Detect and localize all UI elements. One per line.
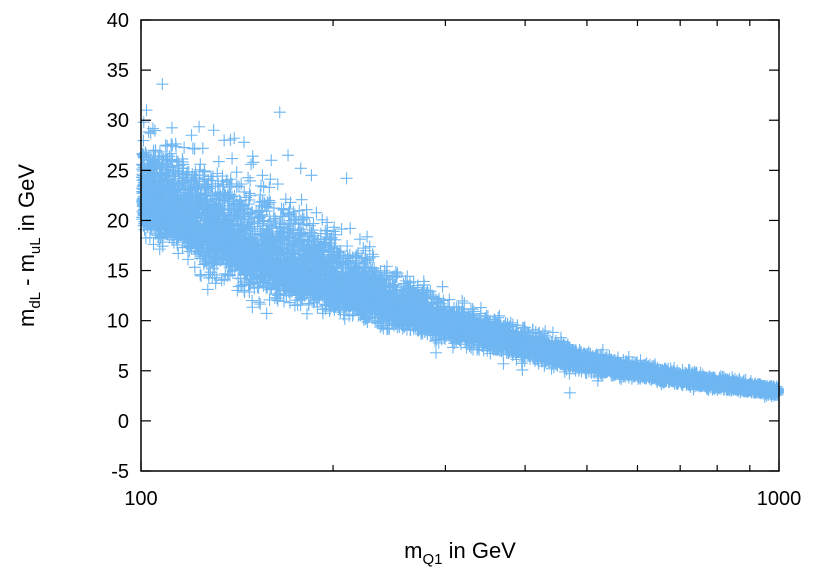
data-point: [188, 261, 201, 274]
data-point: [165, 121, 178, 134]
data-point: [255, 179, 268, 192]
data-point: [253, 296, 266, 309]
data-point: [443, 293, 456, 306]
data-point: [172, 247, 185, 260]
data-point: [554, 331, 567, 344]
data-point: [353, 233, 366, 246]
data-point: [328, 221, 341, 234]
data-point: [361, 230, 374, 243]
data-point: [178, 141, 191, 154]
data-point: [357, 242, 370, 255]
data-point: [153, 243, 166, 256]
data-point: [201, 283, 214, 296]
data-point: [246, 150, 259, 163]
data-point: [516, 363, 529, 376]
data-point: [271, 178, 284, 191]
data-point: [144, 127, 157, 140]
data-point: [195, 269, 208, 282]
data-point: [244, 174, 257, 187]
data-point: [284, 196, 297, 209]
data-point: [238, 185, 251, 198]
data-point: [301, 307, 314, 320]
data-point: [208, 269, 221, 282]
data-point: [226, 152, 239, 165]
data-point: [193, 120, 206, 133]
scatter-points: [136, 78, 784, 403]
data-point: [186, 142, 199, 155]
data-point: [197, 258, 210, 271]
data-point: [188, 142, 201, 155]
